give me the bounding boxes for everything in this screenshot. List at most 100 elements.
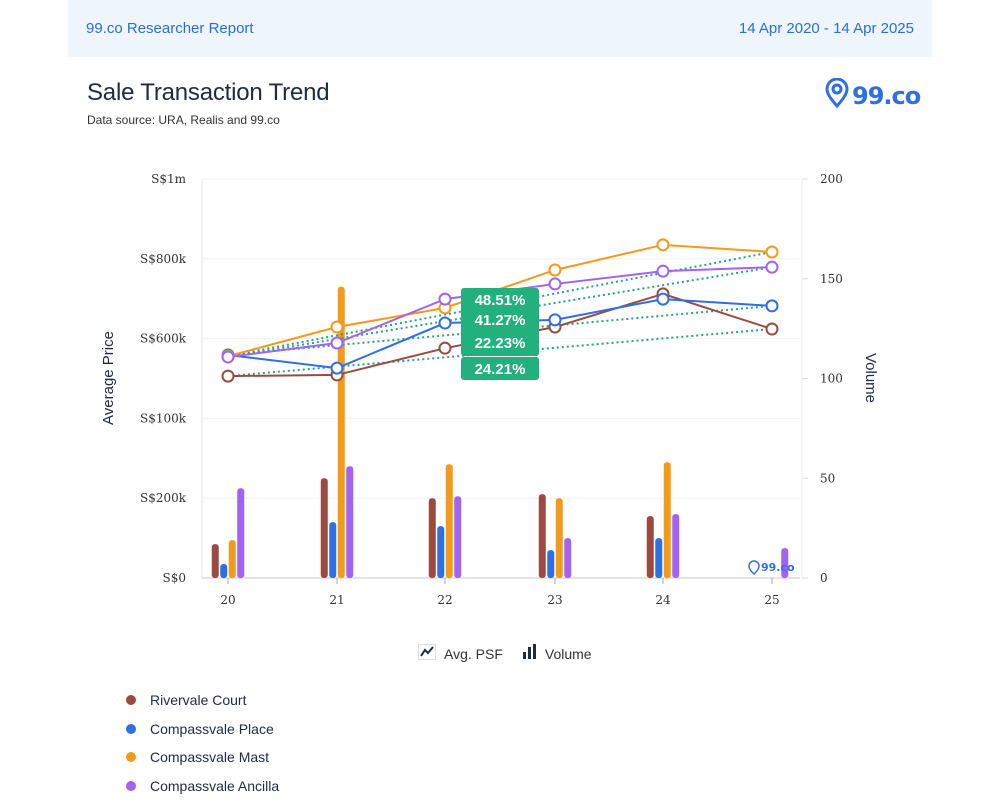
legend-label: Compassvale Mast (150, 749, 270, 766)
x-tick-label: 22 (437, 593, 452, 607)
volume-bars (211, 286, 789, 578)
growth-badge-label: 24.21% (475, 361, 526, 378)
volume-bar (237, 488, 245, 578)
volume-bar (655, 538, 663, 578)
legend-item-compassvale-mast[interactable]: Compassvale Mast (126, 743, 279, 772)
price-point (656, 238, 670, 252)
x-tick-label: 21 (329, 593, 344, 607)
page-title: Sale Transaction Trend (87, 79, 330, 106)
volume-bar (538, 494, 546, 578)
volume-bar (220, 564, 228, 578)
series-type-legend: Avg. PSF Volume (418, 644, 592, 663)
right-tick-label: 50 (820, 471, 835, 485)
axis-labels: S$0 S$200k S$100k S$600k S$800k S$1m 0 50 100 150… (100, 172, 879, 607)
series-color-dot (126, 723, 136, 734)
legend-item-compassvale-ancilla[interactable]: Compassvale Ancilla (126, 772, 279, 800)
brand-name: 99.co (852, 81, 921, 110)
left-tick-label: S$0 (163, 571, 187, 585)
x-tick-label: 24 (655, 593, 671, 607)
price-point (330, 361, 344, 375)
volume-bar (663, 462, 671, 578)
report-label: 99.co Researcher Report (86, 20, 254, 37)
price-point (548, 313, 562, 327)
line-chart-icon (418, 644, 436, 663)
data-source: Data source: URA, Realis and 99.co (87, 113, 280, 127)
volume-bar (346, 466, 354, 578)
volume-bar (547, 550, 555, 578)
legend-label: Compassvale Ancilla (150, 777, 280, 794)
left-tick-label: S$100k (140, 411, 187, 425)
volume-bar (228, 540, 236, 578)
price-point (438, 292, 452, 306)
bar-chart-icon (521, 644, 537, 663)
volume-bar (555, 498, 563, 578)
trend-line (227, 328, 773, 378)
watermark-text: 99.co (761, 561, 795, 574)
volume-bar (564, 538, 572, 578)
legend-avg-psf[interactable]: Avg. PSF (418, 644, 503, 663)
price-point (221, 369, 235, 383)
left-tick-label: S$200k (140, 491, 187, 505)
growth-badge-label: 41.27% (475, 312, 526, 329)
price-point (330, 336, 344, 350)
series-color-dot (126, 752, 136, 763)
price-point (765, 322, 779, 336)
legend-volume-label: Volume (544, 645, 592, 662)
x-tick-label: 25 (764, 593, 779, 607)
growth-badge-box (461, 288, 539, 356)
sale-transaction-chart: S$0 S$200k S$100k S$600k S$800k S$1m 0 50 100 150… (100, 172, 879, 607)
right-tick-label: 200 (820, 172, 843, 186)
price-point (656, 292, 670, 306)
report-header-bar: 99.co Researcher Report 14 Apr 2020 - 14… (68, 0, 932, 57)
price-point (765, 260, 779, 274)
growth-badge-label: 22.23% (475, 335, 526, 352)
right-tick-label: 150 (820, 272, 843, 286)
legend-item-compassvale-place[interactable]: Compassvale Place (126, 715, 279, 744)
price-point (548, 277, 562, 291)
price-point (765, 245, 779, 259)
left-tick-label: S$600k (140, 332, 187, 346)
volume-bar (337, 286, 345, 578)
left-tick-label: S$1m (151, 172, 186, 186)
axes (201, 178, 808, 584)
legend-volume[interactable]: Volume (521, 644, 592, 663)
growth-badge-box (461, 357, 539, 380)
price-point (656, 264, 670, 278)
x-tick-label: 23 (547, 593, 562, 607)
series-color-dot (126, 780, 136, 791)
price-point (765, 299, 779, 313)
volume-bar (445, 464, 453, 578)
volume-bar (781, 548, 789, 578)
price-point (330, 320, 344, 334)
growth-badge-label: 48.51% (475, 292, 526, 309)
legend-label: Rivervale Court (150, 692, 247, 709)
left-axis-title: Average Price (100, 331, 117, 425)
volume-bar (320, 478, 328, 578)
volume-bar (672, 514, 680, 578)
date-range: 14 Apr 2020 - 14 Apr 2025 (738, 20, 914, 37)
series-color-dot (126, 695, 136, 706)
price-point (548, 263, 562, 277)
right-axis-title: Volume (862, 353, 879, 403)
watermark-logo: 99.co (748, 560, 795, 576)
volume-bar (428, 498, 436, 578)
volume-bar (329, 522, 337, 578)
legend-label: Compassvale Place (150, 720, 274, 737)
price-point (438, 341, 452, 355)
series-legend: Rivervale Court Compassvale Place Compas… (126, 686, 279, 800)
left-tick-label: S$800k (140, 252, 187, 266)
growth-badges: 48.51% 41.27% 22.23% 24.21% (461, 288, 539, 380)
x-tick-label: 20 (220, 593, 235, 607)
right-tick-label: 100 (820, 372, 843, 386)
volume-bar (646, 516, 654, 578)
volume-bar (437, 526, 445, 578)
brand-logo: 99.co (824, 77, 921, 113)
volume-bar (211, 544, 219, 578)
map-pin-icon (824, 77, 850, 113)
trend-line (227, 304, 773, 356)
volume-bar (454, 496, 462, 578)
map-pin-icon (748, 560, 760, 576)
legend-item-rivervale-court[interactable]: Rivervale Court (126, 686, 279, 715)
price-point (221, 350, 235, 364)
right-tick-label: 0 (820, 571, 828, 585)
